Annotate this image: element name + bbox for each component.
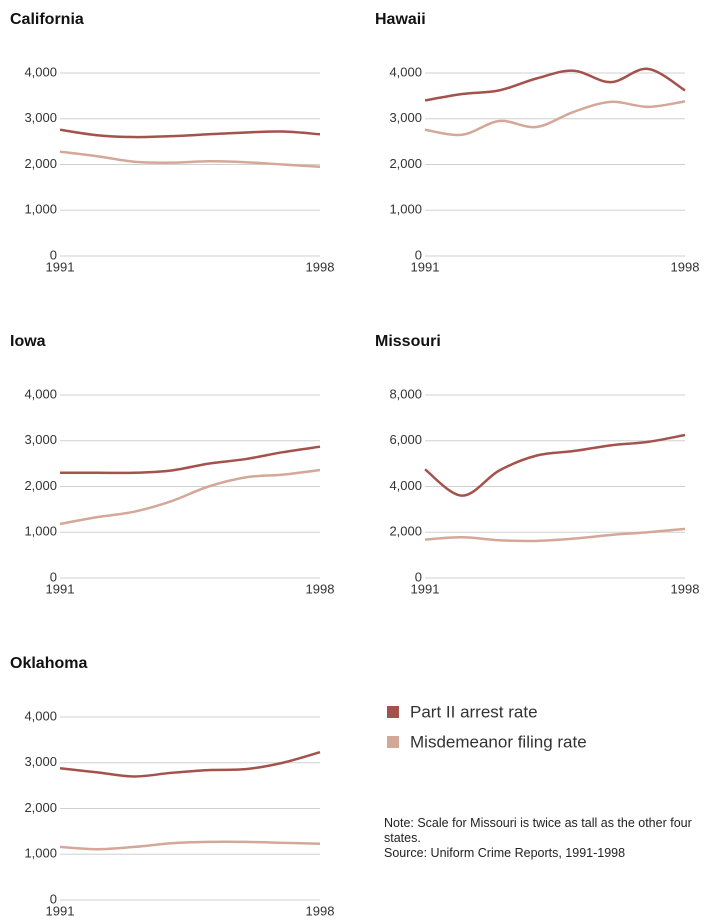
y-tick-label: 4,000	[24, 708, 57, 723]
y-tick-label: 0	[50, 569, 57, 584]
series-line	[60, 445, 321, 475]
y-tick-label: 3,000	[24, 432, 57, 447]
y-tick-label: 0	[50, 891, 57, 906]
x-tick-label: 1998	[671, 259, 700, 274]
source: Source: Uniform Crime Reports, 1991-1998	[384, 846, 626, 860]
x-tick-label: 1991	[411, 581, 440, 596]
chart-title: Oklahoma	[10, 655, 87, 672]
y-tick-label: 3,000	[24, 754, 57, 769]
y-tick-label: 4,000	[389, 64, 422, 79]
series-line	[424, 100, 686, 137]
series-line	[59, 751, 321, 778]
y-tick-label: 1,000	[24, 524, 57, 539]
series-line	[59, 128, 321, 139]
y-tick-label: 2,000	[389, 524, 422, 539]
y-tick-label: 0	[415, 247, 422, 262]
series-line	[424, 527, 686, 543]
y-tick-label: 2,000	[389, 156, 422, 171]
x-tick-label: 1998	[306, 259, 335, 274]
legend-swatch	[387, 736, 399, 748]
chart-title: Iowa	[10, 333, 46, 350]
x-tick-label: 1998	[671, 581, 700, 596]
legend-label: Part II arrest rate	[410, 702, 538, 721]
y-tick-label: 2,000	[24, 800, 57, 815]
y-tick-label: 2,000	[24, 156, 57, 171]
y-tick-label: 1,000	[24, 202, 57, 217]
legend-swatch	[387, 706, 399, 718]
series-line	[59, 468, 321, 526]
series-line	[59, 150, 321, 169]
y-tick-label: 4,000	[24, 386, 57, 401]
chart-title: California	[10, 11, 84, 28]
x-tick-label: 1998	[306, 581, 335, 596]
y-tick-label: 2,000	[24, 478, 57, 493]
note: Note: Scale for Missouri is twice as tal…	[384, 816, 692, 845]
y-tick-label: 4,000	[24, 64, 57, 79]
x-tick-label: 1998	[306, 903, 335, 918]
y-tick-label: 3,000	[24, 110, 57, 125]
y-tick-label: 8,000	[389, 386, 422, 401]
series-line	[424, 67, 686, 102]
x-tick-label: 1991	[46, 259, 75, 274]
chart-title: Hawaii	[375, 11, 426, 28]
y-tick-label: 0	[50, 247, 57, 262]
legend-label: Misdemeanor filing rate	[410, 732, 587, 751]
series-line	[59, 840, 321, 851]
y-tick-label: 3,000	[389, 110, 422, 125]
notes: Note: Scale for Missouri is twice as tal…	[384, 816, 699, 861]
y-tick-label: 1,000	[389, 202, 422, 217]
y-tick-label: 0	[415, 569, 422, 584]
chart-title: Missouri	[375, 333, 441, 350]
x-tick-label: 1991	[46, 903, 75, 918]
y-tick-label: 1,000	[24, 846, 57, 861]
x-tick-label: 1991	[411, 259, 440, 274]
y-tick-label: 6,000	[389, 432, 422, 447]
series-line	[424, 433, 686, 497]
x-tick-label: 1991	[46, 581, 75, 596]
y-tick-label: 4,000	[389, 478, 422, 493]
